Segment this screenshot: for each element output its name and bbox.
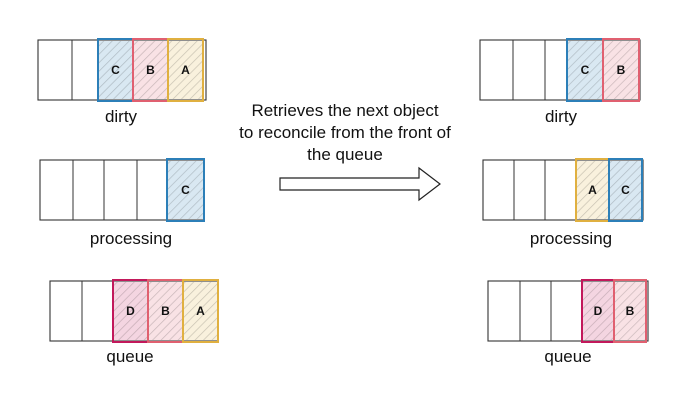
queue-label: queue [106, 347, 153, 366]
object-label-b: B [146, 63, 155, 77]
right-arrow-icon [279, 166, 441, 202]
after-queue-group: D B queue [487, 279, 649, 366]
processing-label: processing [90, 229, 172, 248]
object-label-c: C [181, 183, 190, 197]
object-label-c: C [111, 63, 120, 77]
object-label-c: C [581, 63, 590, 77]
dirty-label: dirty [545, 107, 578, 126]
caption-line-1: Retrieves the next object [251, 101, 438, 120]
object-cell-a: A [182, 279, 219, 343]
object-label-a: A [181, 63, 190, 77]
caption: Retrieves the next object to reconcile f… [239, 101, 451, 164]
object-cell-b: B [132, 38, 169, 102]
object-cell-d: D [581, 279, 615, 343]
object-cell-c: C [166, 158, 205, 222]
object-cell-b: B [613, 279, 647, 343]
object-label-b: B [161, 304, 170, 318]
object-label-b: B [626, 304, 635, 318]
object-cell-d: D [112, 279, 149, 343]
queue-label: queue [544, 347, 591, 366]
after-dirty-group: C B dirty [479, 38, 641, 126]
caption-line-3: the queue [307, 145, 383, 164]
object-label-a: A [196, 304, 205, 318]
object-cell-b: B [147, 279, 184, 343]
dirty-label: dirty [105, 107, 138, 126]
queue-array-box [487, 280, 649, 342]
caption-line-2: to reconcile from the front of [239, 123, 451, 142]
object-label-c: C [621, 183, 630, 197]
object-label-a: A [588, 183, 597, 197]
after-processing-group: A C processing [482, 158, 644, 248]
processing-label: processing [530, 229, 612, 248]
object-cell-b: B [602, 38, 640, 102]
object-label-d: D [594, 304, 603, 318]
object-cell-a: A [575, 158, 610, 222]
object-label-b: B [617, 63, 626, 77]
object-cell-c: C [566, 38, 604, 102]
before-dirty-group: C B A dirty [37, 38, 207, 126]
object-cell-c: C [608, 158, 643, 222]
object-cell-a: A [167, 38, 204, 102]
object-cell-c: C [97, 38, 134, 102]
object-label-d: D [126, 304, 135, 318]
before-processing-group: C processing [39, 158, 205, 248]
before-queue-group: D B A queue [49, 279, 219, 366]
